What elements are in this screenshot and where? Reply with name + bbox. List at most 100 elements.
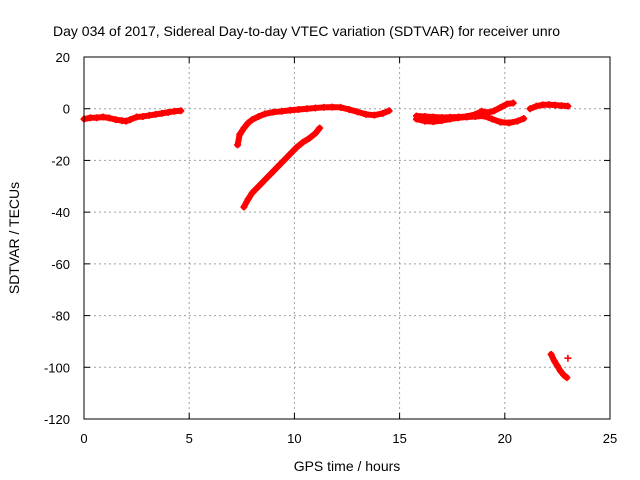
data-point <box>255 112 263 120</box>
x-axis-label: GPS time / hours <box>294 458 401 474</box>
plot-frame <box>83 56 611 420</box>
data-point <box>261 176 269 184</box>
data-point <box>513 117 521 125</box>
series-arc-1 <box>80 107 185 125</box>
series-arc-2 <box>234 103 393 149</box>
y-tick-label: -100 <box>44 360 70 375</box>
data-point <box>112 116 120 124</box>
data-point <box>455 114 463 122</box>
data-point <box>564 102 572 110</box>
data-point <box>564 354 572 362</box>
series-arc-7 <box>547 350 571 382</box>
data-point <box>236 131 244 139</box>
data-point <box>539 101 547 109</box>
data-point <box>139 112 147 120</box>
data-point <box>438 117 446 125</box>
data-point <box>545 101 553 109</box>
y-tick-label: -60 <box>51 257 70 272</box>
series-arc-3 <box>240 124 324 211</box>
data-point <box>234 141 242 149</box>
y-tick-label: 20 <box>56 50 70 65</box>
data-point <box>509 99 517 107</box>
data-point <box>320 103 328 111</box>
data-point <box>244 195 252 203</box>
data-point <box>311 129 319 137</box>
y-axis-label: SDTVAR / TECUs <box>6 182 22 294</box>
x-tick-label: 15 <box>392 431 406 446</box>
data-point <box>563 374 571 382</box>
data-point <box>280 156 288 164</box>
data-point <box>145 111 153 119</box>
data-point <box>244 119 252 127</box>
data-point <box>345 105 353 113</box>
data-point <box>286 106 294 114</box>
data-point <box>551 101 559 109</box>
data-point <box>99 113 107 121</box>
data-point <box>311 104 319 112</box>
data-point <box>261 110 269 118</box>
data-point <box>370 111 378 119</box>
data-point <box>240 203 248 211</box>
data-point <box>558 102 566 110</box>
chart-title: Day 034 of 2017, Sidereal Day-to-day VTE… <box>53 23 560 39</box>
data-point <box>557 367 565 375</box>
x-tick-label: 0 <box>80 431 87 446</box>
data-point <box>328 103 336 111</box>
series-arc-5 <box>412 112 528 127</box>
data-point <box>490 107 498 115</box>
axis-ticks: 0 5 10 15 20 25 20 0 -20 -40 -60 -80 -100 -120 <box>44 50 617 446</box>
data-point <box>286 150 294 158</box>
data-point <box>412 115 420 123</box>
data-point <box>463 113 471 121</box>
y-tick-label: -120 <box>44 412 70 427</box>
data-point <box>170 107 178 115</box>
data-point <box>105 114 113 122</box>
data-point <box>480 112 488 120</box>
data-point <box>267 169 275 177</box>
data-point <box>385 107 393 115</box>
x-tick-label: 20 <box>498 431 512 446</box>
data-point <box>471 112 479 120</box>
data-point <box>547 350 555 358</box>
data-point <box>133 113 141 121</box>
y-tick-label: -20 <box>51 153 70 168</box>
data-point <box>520 115 528 123</box>
data-point <box>305 134 313 142</box>
data-point <box>240 124 248 132</box>
data-point <box>303 105 311 113</box>
data-point <box>248 116 256 124</box>
data-point <box>497 118 505 126</box>
data-point <box>278 107 286 115</box>
data-point <box>526 105 534 113</box>
data-point <box>158 109 166 117</box>
data-point <box>429 118 437 126</box>
data-point <box>421 117 429 125</box>
data-point <box>362 110 370 118</box>
data-points <box>80 99 572 382</box>
y-tick-label: -80 <box>51 309 70 324</box>
series-arc-8 <box>564 354 572 362</box>
data-point <box>532 102 540 110</box>
data-point <box>177 107 185 115</box>
data-point <box>550 357 558 365</box>
data-point <box>354 108 362 116</box>
data-point <box>86 114 94 122</box>
data-point <box>293 144 301 151</box>
data-point <box>299 138 307 146</box>
data-point <box>122 117 130 125</box>
data-point <box>93 114 101 122</box>
data-point <box>295 105 303 113</box>
data-point <box>553 362 561 370</box>
data-point <box>379 109 387 117</box>
data-point <box>316 124 324 132</box>
data-point <box>337 103 345 111</box>
x-tick-label: 25 <box>603 431 617 446</box>
data-point <box>269 108 277 116</box>
data-point <box>255 182 263 190</box>
grid <box>84 57 610 419</box>
data-point <box>446 115 454 123</box>
series-trace <box>234 104 393 148</box>
data-point <box>488 115 496 123</box>
